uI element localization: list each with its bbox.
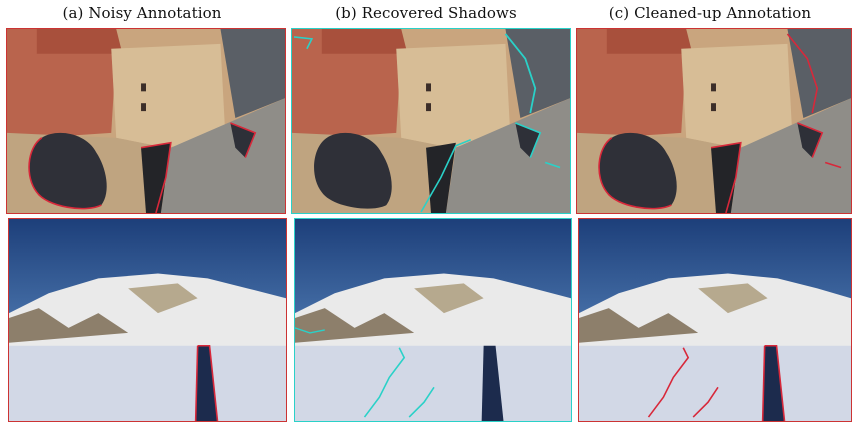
caption-recovered-shadows: (b) Recovered Shadows bbox=[335, 4, 517, 22]
panel-rooftop-cleaned bbox=[576, 28, 852, 214]
rooftop-image bbox=[292, 29, 570, 213]
snow-image bbox=[9, 219, 286, 421]
panel-snow-recovered bbox=[294, 218, 572, 422]
snow-image bbox=[295, 219, 571, 421]
panel-rooftop-recovered bbox=[291, 28, 571, 214]
panel-snow-noisy bbox=[8, 218, 287, 422]
rooftop-image bbox=[7, 29, 285, 213]
snow-image bbox=[579, 219, 851, 421]
rooftop-image bbox=[577, 29, 851, 213]
caption-noisy-annotation: (a) Noisy Annotation bbox=[62, 4, 222, 22]
caption-cleaned-annotation: (c) Cleaned-up Annotation bbox=[608, 4, 812, 22]
panel-rooftop-noisy bbox=[6, 28, 286, 214]
panel-snow-cleaned bbox=[578, 218, 852, 422]
